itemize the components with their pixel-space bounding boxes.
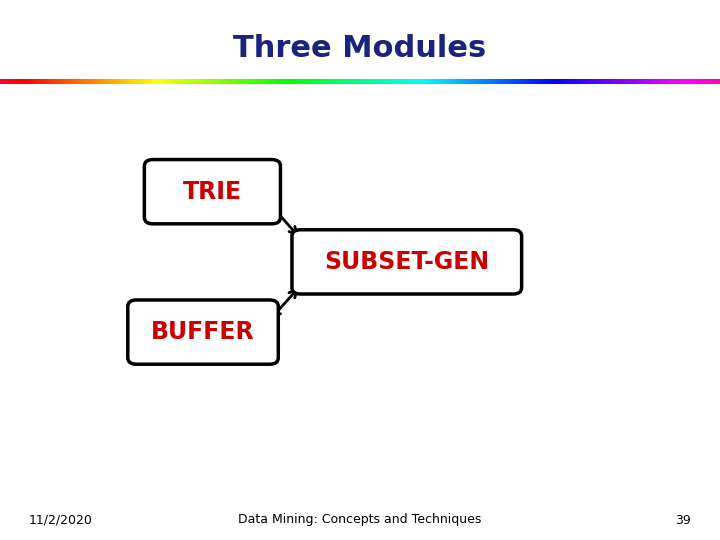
Text: 11/2/2020: 11/2/2020 xyxy=(29,514,93,526)
Text: BUFFER: BUFFER xyxy=(151,320,255,344)
FancyBboxPatch shape xyxy=(127,300,278,364)
Text: SUBSET-GEN: SUBSET-GEN xyxy=(324,250,490,274)
FancyBboxPatch shape xyxy=(144,160,280,224)
Text: Data Mining: Concepts and Techniques: Data Mining: Concepts and Techniques xyxy=(238,514,482,526)
Text: 39: 39 xyxy=(675,514,691,526)
Text: Three Modules: Three Modules xyxy=(233,34,487,63)
Text: TRIE: TRIE xyxy=(183,180,242,204)
FancyBboxPatch shape xyxy=(292,230,521,294)
